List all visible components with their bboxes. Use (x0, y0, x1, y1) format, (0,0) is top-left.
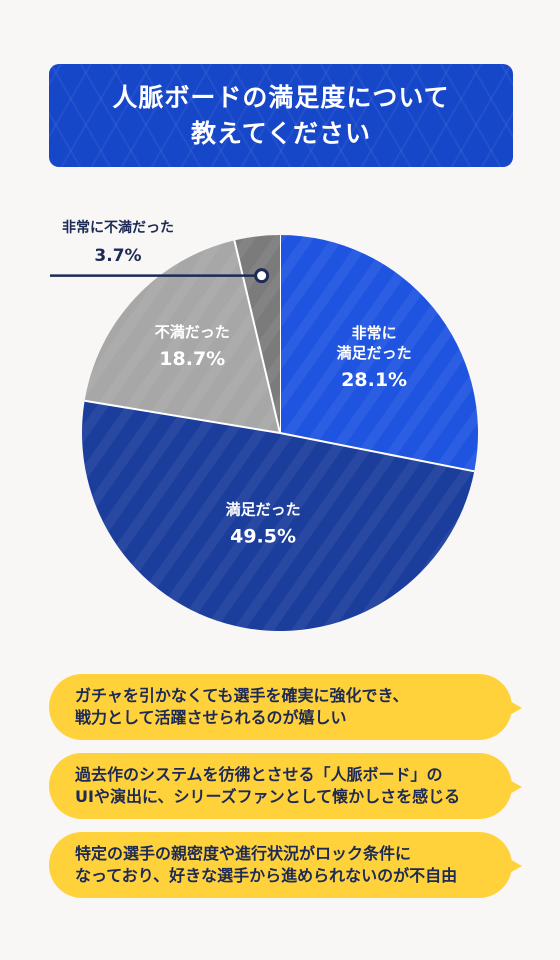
pie-separator-4 (233, 240, 281, 434)
pie-slice-texture-2 (81, 400, 475, 632)
slice-2-percent: 49.5% (230, 526, 296, 548)
slice-2-label-line-1: 満足だった (226, 501, 301, 519)
comment-2-line-2: UIや演出に、シリーズファンとして懐かしさを感じる (75, 787, 461, 806)
pie-separator-3 (84, 399, 281, 434)
comment-bubble-1: ガチャを引かなくても選手を確実に強化でき、 戦力として活躍させられるのが嬉しい (49, 674, 522, 740)
slice-4-label-line-1: 非常に不満だった (62, 219, 174, 236)
comment-3-line-2: なっており、好きな選手から進められないのが不自由 (75, 866, 458, 885)
pie-separator-2 (279, 432, 475, 473)
pie-slice-texture-3 (84, 240, 280, 433)
title-line-1: 人脈ボードの満足度について (112, 82, 450, 112)
slice-4-percent: 3.7% (94, 246, 141, 266)
title-line-2: 教えてください (190, 118, 371, 148)
comment-bubble-2: 過去作のシステムを彷彿とさせる「人脈ボード」の UIや演出に、シリーズファンとし… (49, 753, 522, 819)
slice-3-percent: 18.7% (159, 348, 225, 370)
comment-3-line-1: 特定の選手の親密度や進行状況がロック条件に (75, 844, 412, 863)
pie-slice-texture-1 (280, 235, 479, 472)
slice-1-percent: 28.1% (341, 369, 407, 391)
title-banner: 人脈ボードの満足度について 教えてください (49, 64, 513, 167)
slice-3-label-line-1: 不満だった (155, 323, 230, 341)
comment-1-line-2: 戦力として活躍させられるのが嬉しい (75, 708, 347, 727)
slice-1-label-line-2: 満足だった (337, 344, 412, 362)
comment-1-line-1: ガチャを引かなくても選手を確実に強化でき、 (75, 686, 409, 705)
comment-2-line-1: 過去作のシステムを彷彿とさせる「人脈ボード」の (75, 765, 443, 784)
callout-dot (254, 268, 270, 284)
slice-1-label-line-1: 非常に (352, 324, 397, 342)
comment-bubble-3: 特定の選手の親密度や進行状況がロック条件に なっており、好きな選手から進められな… (49, 832, 522, 898)
